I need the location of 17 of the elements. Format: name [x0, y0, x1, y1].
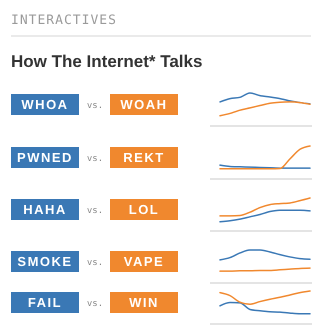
text: vs.: [86, 206, 104, 216]
text: WIN: [129, 295, 159, 310]
text: INTERACTIVES: [11, 13, 117, 28]
text: vs.: [86, 258, 104, 268]
text: WOAH: [120, 97, 168, 112]
text: REKT: [123, 150, 165, 165]
text: HAHA: [23, 202, 67, 217]
text: FAIL: [28, 295, 62, 310]
text: VAPE: [124, 254, 164, 269]
text: vs.: [86, 154, 104, 164]
text: How The Internet* Talks: [11, 52, 202, 71]
text: vs.: [86, 101, 104, 111]
text: vs.: [86, 299, 104, 309]
text: SMOKE: [17, 254, 73, 269]
text: LOL: [128, 202, 160, 217]
text: WHOA: [21, 97, 69, 112]
text: PWNED: [17, 150, 73, 165]
